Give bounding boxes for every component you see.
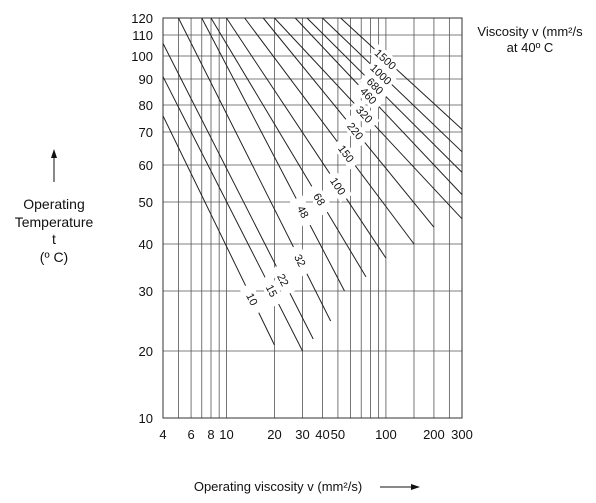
viscosity-line-100: [226, 17, 387, 259]
grid: [162, 17, 463, 419]
series-label-bg-150: [331, 137, 361, 170]
series-label-bg-48: [289, 195, 317, 229]
x-tick-label-100: 100: [375, 427, 397, 442]
x-tick-label-20: 20: [267, 427, 281, 442]
x-tick-label-6: 6: [187, 427, 194, 442]
series-label-48: 48: [294, 204, 310, 220]
x-tick-label-8: 8: [207, 427, 214, 442]
legend-title-line-2: at 40º C: [507, 40, 554, 55]
x-tick-label-50: 50: [331, 427, 345, 442]
viscosity-line-48: [201, 17, 345, 292]
series-label-22: 22: [274, 272, 290, 288]
tick-labels: 4 6 8 10 20 30 40 50 100 200 300102030405060708090…: [131, 11, 473, 442]
x-tick-label-30: 30: [295, 427, 309, 442]
y-tick-label-100: 100: [131, 49, 153, 64]
x-tick-label-200: 200: [423, 427, 445, 442]
viscosity-line-32: [178, 17, 332, 322]
y-tick-label-120: 120: [131, 11, 153, 26]
series-label-bg-220: [340, 114, 371, 148]
x-tick-label-4: 4: [159, 427, 166, 442]
y-axis-title-line-1: Operating: [23, 196, 84, 212]
y-axis-title-line-3: t: [52, 231, 56, 247]
series-label-bg-460: [353, 79, 385, 112]
x-tick-label-300: 300: [451, 427, 473, 442]
series-lines: [162, 17, 463, 352]
legend-title: Viscosity v (mm²/s at 40º C: [477, 24, 583, 55]
y-tick-label-80: 80: [139, 98, 153, 113]
viscosity-line-150: [244, 17, 415, 245]
y-tick-label-110: 110: [132, 28, 153, 43]
viscosity-line-15: [162, 76, 303, 352]
y-tick-label-90: 90: [139, 72, 153, 87]
y-tick-label-50: 50: [139, 195, 153, 210]
viscosity-line-1000: [322, 17, 463, 153]
series-label-10: 10: [243, 291, 259, 307]
plot-border: [162, 17, 463, 419]
y-axis-title-line-4: (º C): [40, 249, 68, 265]
x-tick-label-40: 40: [315, 427, 329, 442]
series-label-15: 15: [263, 283, 279, 299]
series-label-bg-32: [287, 243, 314, 277]
y-tick-label-70: 70: [139, 125, 153, 140]
viscosity-line-68: [210, 17, 367, 278]
x-axis-title: Operating viscosity v (mm²/s): [194, 479, 420, 494]
series-label-bg-320: [349, 98, 380, 131]
series-label-bg-22: [270, 263, 297, 297]
y-arrow-icon: [51, 149, 57, 158]
y-tick-label-30: 30: [139, 284, 153, 299]
series-label-bg-10: [239, 282, 266, 316]
series-label-bg-680: [359, 70, 391, 102]
series-label-bg-68: [305, 182, 334, 216]
series-label-32: 32: [291, 253, 307, 269]
viscosity-line-1500: [340, 17, 463, 130]
y-axis-title-line-2: Temperature: [15, 214, 94, 230]
y-tick-label-40: 40: [139, 237, 153, 252]
y-tick-label-10: 10: [139, 411, 153, 426]
series-label-bg-1000: [365, 58, 397, 90]
series-label-68: 68: [310, 191, 327, 208]
y-tick-label-20: 20: [139, 344, 153, 359]
series-label-bg-100: [323, 169, 353, 203]
x-axis-title-text: Operating viscosity v (mm²/s): [194, 479, 362, 494]
series-label-bg-15: [258, 274, 285, 308]
series-label-bg-1500: [369, 43, 402, 75]
x-tick-label-10: 10: [219, 427, 233, 442]
legend-title-line-1: Viscosity v (mm²/s: [477, 24, 583, 39]
x-arrow-icon: [411, 484, 420, 490]
y-tick-label-60: 60: [139, 158, 153, 173]
y-axis-title: Operating Temperature t (º C): [15, 149, 94, 265]
